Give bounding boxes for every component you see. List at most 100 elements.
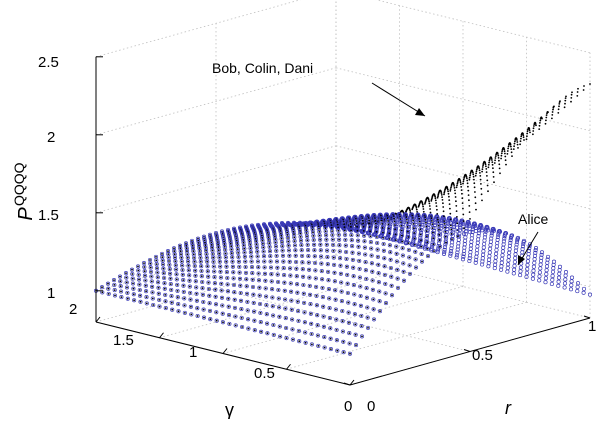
point-bob-colin-dani (196, 299, 198, 302)
point-bob-colin-dani (406, 226, 409, 228)
point-alice (399, 228, 404, 233)
point-alice (184, 246, 189, 251)
point-bob-colin-dani (419, 224, 421, 227)
point-bob-colin-dani (334, 289, 337, 292)
point-bob-colin-dani (394, 224, 396, 226)
point-bob-colin-dani (512, 148, 515, 151)
point-bob-colin-dani (167, 253, 170, 256)
point-bob-colin-dani (564, 102, 566, 105)
point-bob-colin-dani (380, 219, 383, 222)
point-alice (162, 281, 167, 286)
point-bob-colin-dani (331, 230, 333, 233)
point-bob-colin-dani (366, 306, 369, 309)
gridline (95, 254, 337, 323)
point-alice (260, 235, 265, 241)
point-bob-colin-dani (305, 229, 308, 232)
point-bob-colin-dani (468, 199, 470, 202)
point-alice (266, 235, 271, 240)
point-alice (307, 283, 312, 288)
point-alice (392, 216, 397, 221)
point-alice (161, 271, 166, 276)
point-bob-colin-dani (438, 239, 441, 242)
point-alice (467, 258, 472, 264)
point-alice (275, 265, 280, 270)
point-alice (499, 260, 504, 265)
point-alice (290, 337, 295, 342)
point-alice (352, 302, 357, 307)
point-bob-colin-dani (434, 195, 436, 198)
point-alice (216, 242, 221, 247)
point-alice (332, 262, 337, 267)
point-bob-colin-dani (446, 188, 449, 191)
point-bob-colin-dani (255, 240, 258, 243)
point-bob-colin-dani (206, 260, 209, 263)
point-bob-colin-dani (259, 303, 261, 305)
point-bob-colin-dani (421, 203, 424, 206)
point-alice (263, 286, 268, 291)
point-bob-colin-dani (444, 235, 447, 238)
point-bob-colin-dani (145, 290, 148, 293)
point-bob-colin-dani (319, 243, 322, 246)
point-alice (382, 272, 387, 277)
point-bob-colin-dani (340, 281, 343, 284)
axes-box (95, 56, 591, 386)
point-bob-colin-dani (114, 294, 116, 297)
point-bob-colin-dani (316, 304, 318, 307)
point-alice (274, 259, 280, 264)
point-alice (270, 287, 275, 292)
point-alice (256, 265, 261, 270)
point-bob-colin-dani (526, 130, 529, 133)
point-alice (214, 318, 219, 323)
point-bob-colin-dani (282, 254, 284, 257)
point-bob-colin-dani (345, 251, 347, 253)
point-bob-colin-dani (435, 202, 437, 204)
point-alice (320, 295, 325, 300)
point-alice (377, 309, 383, 314)
point-alice (205, 264, 210, 269)
point-alice (469, 243, 474, 248)
point-alice (247, 239, 252, 244)
point-bob-colin-dani (182, 284, 185, 287)
point-alice (141, 261, 147, 266)
point-alice (500, 256, 505, 262)
point-alice (123, 271, 129, 276)
point-bob-colin-dani (363, 240, 366, 243)
point-bob-colin-dani (307, 255, 310, 257)
point-alice (232, 290, 237, 295)
point-alice (236, 250, 241, 255)
point-bob-colin-dani (174, 264, 177, 267)
point-bob-colin-dani (179, 250, 182, 253)
point-alice (400, 246, 405, 251)
point-bob-colin-dani (441, 196, 443, 199)
point-alice (319, 261, 324, 266)
point-bob-colin-dani (422, 205, 424, 208)
point-bob-colin-dani (313, 249, 316, 252)
point-bob-colin-dani (339, 257, 341, 260)
point-bob-colin-dani (419, 228, 422, 231)
point-alice (324, 237, 329, 242)
point-bob-colin-dani (120, 290, 122, 293)
point-bob-colin-dani (415, 205, 417, 208)
point-bob-colin-dani (322, 305, 325, 308)
point-alice (518, 273, 523, 278)
point-bob-colin-dani (138, 289, 141, 291)
point-bob-colin-dani (237, 256, 240, 258)
point-bob-colin-dani (461, 202, 464, 205)
gridline (159, 270, 400, 339)
point-bob-colin-dani (442, 210, 445, 213)
point-bob-colin-dani (280, 237, 283, 240)
point-alice (401, 261, 406, 266)
point-bob-colin-dani (167, 250, 169, 253)
point-alice (531, 268, 536, 273)
point-bob-colin-dani (234, 307, 236, 309)
point-alice (473, 225, 478, 231)
point-bob-colin-dani (340, 290, 343, 293)
point-bob-colin-dani (456, 184, 458, 187)
point-bob-colin-dani (258, 279, 260, 282)
point-alice (493, 259, 498, 264)
point-alice (405, 232, 411, 237)
point-alice (454, 218, 459, 223)
point-bob-colin-dani (150, 271, 152, 273)
point-bob-colin-dani (296, 283, 298, 286)
point-alice (220, 303, 225, 308)
